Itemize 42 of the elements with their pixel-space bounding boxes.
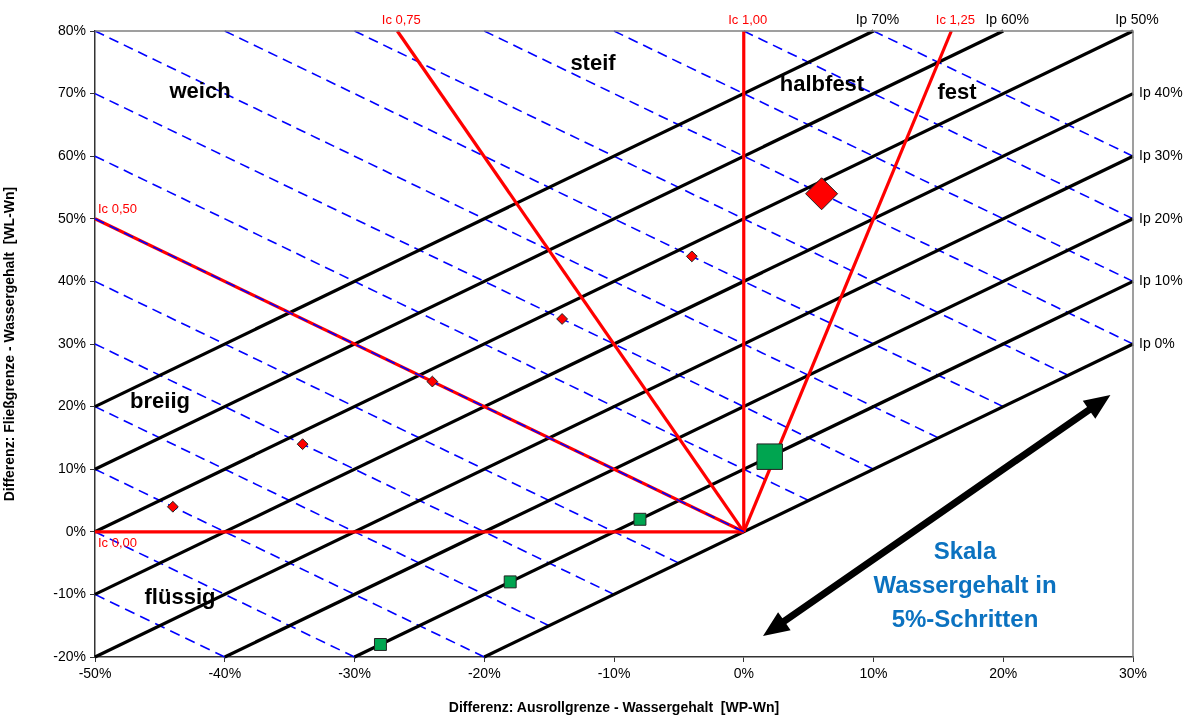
series-label: Ip 10% [1139, 272, 1183, 289]
y-axis-title: Differenz: Fließgrenze - Wassergehalt [WL-Wn] [1, 186, 18, 502]
x-tick-label: -30% [338, 665, 371, 682]
x-tick-label: 30% [1118, 665, 1148, 682]
y-tick-label: 70% [57, 84, 86, 101]
y-tick-label: 0% [65, 522, 86, 539]
series-label: Ip 70% [855, 10, 900, 27]
annotation: Skala Wassergehalt in 5%-Schritten [873, 536, 1057, 632]
x-tick-label: -20% [467, 665, 501, 682]
y-tick-label: -20% [53, 647, 86, 664]
x-axis-title: Differenz: Ausrollgrenze - Wassergehalt [WP-Wn] [448, 699, 780, 716]
x-tick-label: 10% [859, 665, 888, 682]
y-tick-label: -10% [53, 585, 86, 602]
y-tick-label: 20% [57, 397, 86, 414]
y-tick-label: 10% [57, 460, 86, 477]
y-tick-label: 50% [57, 209, 86, 226]
annotation: breiig [130, 388, 190, 414]
series-label: Ic 0,00 [98, 534, 138, 550]
series-label: Ip 50% [1115, 10, 1159, 27]
series-label: Ip 30% [1139, 147, 1183, 164]
x-tick-label: -50% [78, 665, 112, 682]
x-tick-label: 20% [989, 665, 1018, 682]
y-tick-label: 40% [57, 272, 86, 289]
x-tick-label: 0% [733, 665, 754, 682]
annotation: fest [937, 79, 978, 105]
y-tick-label: 30% [57, 334, 86, 351]
annotation: steif [570, 50, 617, 76]
annotation: flüssig [144, 584, 216, 610]
annotation: halbfest [779, 71, 865, 97]
x-tick-label: -40% [208, 665, 242, 682]
series-label: Ic 0,75 [381, 12, 421, 28]
series-label: Ip 20% [1139, 209, 1183, 226]
series-label: Ic 0,50 [98, 200, 138, 216]
y-tick-label: 60% [57, 147, 86, 164]
series-label: Ic 1,00 [728, 12, 768, 28]
series-label: Ip 40% [1139, 84, 1183, 101]
series-label: Ip 0% [1139, 334, 1175, 351]
series-label: Ip 60% [985, 10, 1030, 27]
y-tick-label: 80% [57, 21, 86, 38]
x-tick-label: -10% [597, 665, 631, 682]
series-label: Ic 1,25 [935, 12, 975, 28]
annotation: weich [168, 78, 231, 104]
